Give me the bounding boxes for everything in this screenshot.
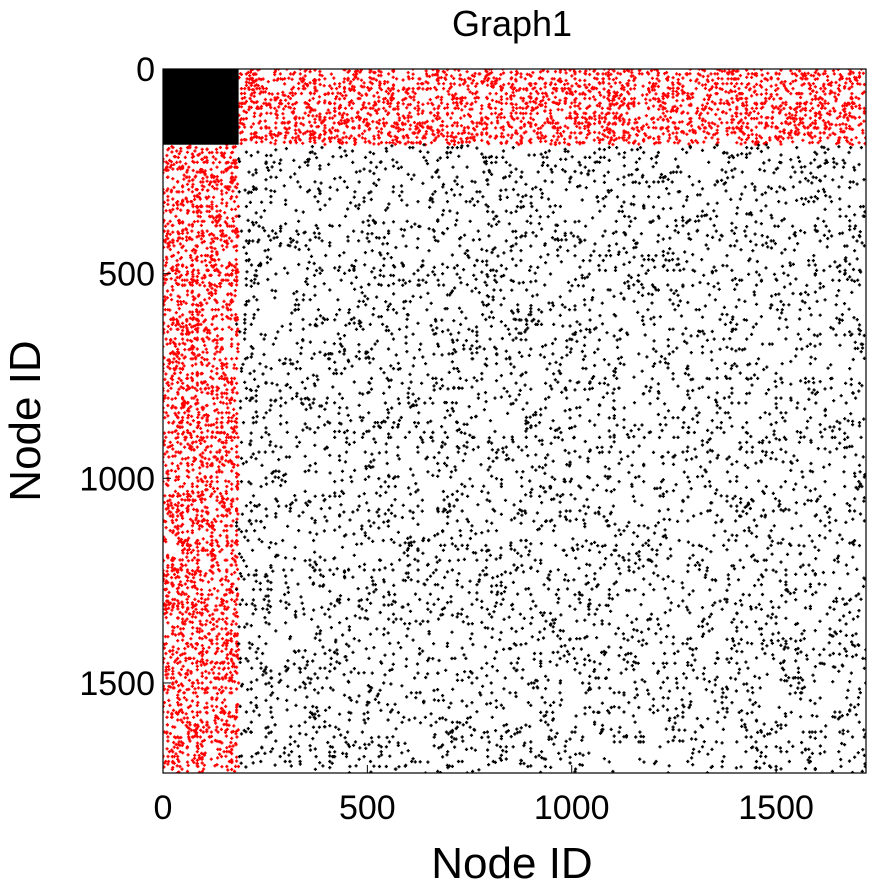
y-tick-label: 1000 — [79, 460, 155, 498]
plot-frame — [162, 68, 867, 774]
x-tick-label: 1500 — [738, 789, 814, 827]
y-tick-label: 1500 — [79, 665, 155, 703]
remaining-block-points — [235, 143, 866, 773]
plot-area — [163, 69, 866, 773]
x-axis-label: Node ID — [431, 839, 592, 886]
left-cross-band-points — [163, 143, 241, 773]
x-tick-label: 0 — [154, 789, 173, 827]
chart-title: Graph1 — [452, 3, 572, 44]
x-tick-label: 1000 — [534, 789, 610, 827]
top-cross-band-points — [235, 69, 866, 147]
x-tick-label: 500 — [339, 789, 396, 827]
x-axis-ticks: 0 500 1000 1500 — [154, 765, 814, 827]
within-group-points — [235, 143, 866, 773]
y-tick-label: 500 — [98, 256, 155, 294]
cross-link-points — [163, 69, 866, 773]
y-axis-label: Node ID — [1, 340, 50, 501]
dense-block — [163, 69, 239, 145]
y-tick-label: 0 — [136, 51, 155, 89]
y-axis-ticks: 0 500 1000 1500 — [79, 51, 171, 703]
